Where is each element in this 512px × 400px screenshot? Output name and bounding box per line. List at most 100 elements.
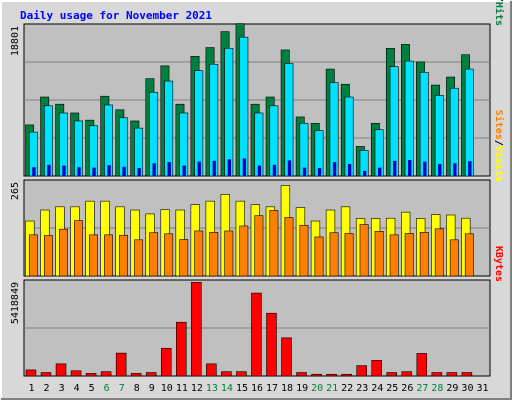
bar-sites (224, 230, 234, 277)
chart-title: Daily usage for November 2021 (20, 9, 212, 22)
bar-pages (62, 165, 66, 176)
day-label: 10 (161, 383, 173, 394)
bar-pages (347, 164, 352, 176)
bar-pages (137, 168, 141, 176)
bar-kbytes (356, 365, 367, 377)
bar-pages (242, 158, 247, 176)
day-label: 28 (431, 383, 443, 394)
bar-sites (28, 234, 38, 277)
bar-kbytes (206, 363, 217, 377)
bar-kbytes (40, 372, 52, 377)
bar-kbytes (236, 371, 247, 377)
day-label: 2 (44, 383, 50, 394)
bar-kbytes (386, 372, 397, 377)
bar-kbytes (281, 337, 292, 377)
day-label: 26 (401, 383, 413, 394)
bar-pages (152, 163, 156, 176)
bar-sites (419, 232, 429, 277)
y-axis-max-label: 5418849 (10, 282, 21, 324)
bar-sites (179, 239, 189, 277)
day-label: 25 (386, 383, 398, 394)
bar-kbytes (416, 353, 428, 377)
legend: Sites/Visits (493, 110, 505, 182)
bar-kbytes (55, 363, 67, 377)
day-label: 5 (89, 383, 95, 394)
bar-files (404, 60, 414, 177)
bar-pages (468, 161, 472, 176)
day-label: 11 (176, 383, 188, 394)
day-label: 24 (371, 383, 383, 394)
day-label: 12 (191, 383, 203, 394)
bar-sites (239, 225, 249, 277)
bar-kbytes (25, 369, 37, 377)
bar-kbytes (145, 372, 157, 377)
legend: KBytes (493, 246, 504, 282)
bar-sites (449, 239, 459, 277)
bar-pages (77, 167, 81, 176)
bar-sites (269, 210, 279, 277)
day-label: 19 (296, 383, 308, 394)
bar-kbytes (431, 372, 443, 377)
bar-pages (122, 166, 126, 176)
bar-kbytes (130, 373, 142, 377)
bar-files (284, 63, 294, 177)
bar-files (464, 68, 474, 177)
bar-pages (212, 160, 216, 176)
bar-pages (92, 167, 96, 176)
bar-files (224, 48, 234, 177)
day-label: 8 (134, 383, 140, 394)
bar-pages (197, 161, 201, 176)
bar-kbytes (341, 373, 352, 377)
bar-pages (408, 160, 412, 176)
bar-pages (272, 164, 277, 176)
bar-sites (329, 232, 339, 277)
bar-sites (344, 233, 354, 277)
legend-item: KBytes (493, 246, 504, 282)
panel-2: 265 Sites/Visits (10, 110, 505, 277)
bar-kbytes (115, 352, 127, 377)
day-label: 31 (476, 383, 488, 394)
bar-sites (119, 234, 129, 277)
bar-kbytes (221, 371, 232, 377)
bar-files (164, 80, 174, 177)
bar-pages (453, 163, 457, 176)
panel-1: 18801 Pages/Files/Hits (10, 0, 505, 177)
bar-sites (134, 239, 144, 277)
day-label: 15 (236, 383, 248, 394)
bar-files (329, 82, 339, 177)
bar-sites (74, 220, 83, 277)
bar-kbytes (191, 282, 202, 377)
bar-files (434, 95, 444, 177)
day-label: 13 (206, 383, 218, 394)
day-label: 16 (251, 383, 263, 394)
legend-item: / (493, 0, 504, 2)
bar-pages (362, 170, 367, 176)
bar-files (449, 87, 459, 177)
bar-kbytes (85, 373, 97, 377)
day-label: 6 (104, 383, 110, 394)
day-label: 30 (461, 383, 473, 394)
day-label: 18 (281, 383, 293, 394)
bar-sites (389, 234, 399, 277)
bar-sites (254, 215, 264, 277)
bar-sites (104, 234, 113, 277)
bar-pages (438, 164, 442, 176)
legend-item: Visits (493, 146, 505, 182)
bar-files (239, 36, 249, 177)
day-label: 27 (416, 383, 428, 394)
bar-pages (302, 167, 307, 176)
bar-pages (47, 164, 51, 176)
bar-files (389, 66, 399, 177)
bar-pages (317, 168, 322, 176)
bar-kbytes (311, 373, 322, 377)
y-axis-max-label: 18801 (10, 26, 21, 56)
bar-kbytes (160, 347, 172, 377)
day-axis-labels: 1 2 3 4 5 6 7 8 9 10 11 12 13 14 15 16 17 18 19 20 21 22 23 24 2… (29, 383, 489, 394)
bar-kbytes (266, 312, 277, 377)
bar-pages (393, 160, 397, 176)
bar-kbytes (251, 292, 262, 377)
